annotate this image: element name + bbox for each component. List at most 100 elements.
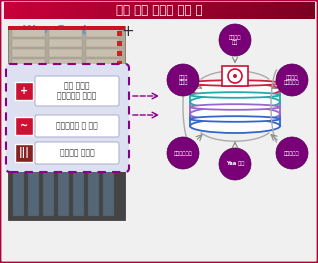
- Ellipse shape: [190, 95, 280, 109]
- Text: 목직 지향형
코히어런트 라우터: 목직 지향형 코히어런트 라우터: [57, 81, 97, 101]
- Ellipse shape: [190, 92, 280, 98]
- Bar: [49, 59, 82, 67]
- Bar: [4, 2, 8, 19]
- Text: 수신된
제어소: 수신된 제어소: [178, 75, 188, 85]
- Bar: [86, 29, 119, 37]
- Bar: [39, 2, 43, 19]
- Bar: [12, 59, 45, 67]
- Bar: [264, 2, 268, 19]
- Bar: [16, 2, 20, 19]
- FancyBboxPatch shape: [35, 76, 119, 106]
- Bar: [163, 2, 167, 19]
- Bar: [229, 2, 233, 19]
- Ellipse shape: [190, 80, 280, 86]
- Bar: [117, 31, 122, 36]
- Bar: [101, 2, 105, 19]
- Bar: [302, 2, 307, 19]
- Text: 가상네일성: 가상네일성: [284, 150, 300, 155]
- Bar: [140, 2, 144, 19]
- Circle shape: [276, 137, 308, 169]
- Bar: [159, 2, 163, 19]
- Text: 가상화된
오케스트라: 가상화된 오케스트라: [284, 75, 300, 85]
- Bar: [105, 2, 109, 19]
- Bar: [221, 2, 225, 19]
- Bar: [86, 39, 119, 47]
- Bar: [12, 2, 16, 19]
- Bar: [88, 172, 99, 216]
- Bar: [19, 2, 24, 19]
- Bar: [49, 39, 82, 47]
- Bar: [147, 2, 152, 19]
- Ellipse shape: [190, 107, 280, 121]
- Bar: [178, 2, 183, 19]
- Bar: [202, 2, 206, 19]
- Ellipse shape: [190, 119, 280, 133]
- Text: 최직화된 포토닉: 최직화된 포토닉: [60, 149, 94, 158]
- Bar: [35, 2, 39, 19]
- Text: 알람인트
기술: 알람인트 기술: [229, 35, 241, 45]
- Bar: [54, 2, 59, 19]
- Circle shape: [219, 148, 251, 180]
- Bar: [8, 71, 125, 74]
- Bar: [171, 2, 175, 19]
- Bar: [294, 2, 299, 19]
- Bar: [49, 29, 82, 37]
- Bar: [24, 2, 28, 19]
- Bar: [120, 2, 125, 19]
- Bar: [58, 172, 69, 216]
- Bar: [103, 172, 114, 216]
- Text: 코히어런트 광 기술: 코히어런트 광 기술: [56, 122, 98, 130]
- Bar: [51, 2, 55, 19]
- Bar: [12, 49, 45, 57]
- Bar: [85, 2, 90, 19]
- Bar: [12, 39, 45, 47]
- Bar: [109, 2, 113, 19]
- Ellipse shape: [190, 83, 280, 97]
- Bar: [233, 2, 237, 19]
- Circle shape: [233, 74, 237, 78]
- Bar: [271, 2, 276, 19]
- Bar: [15, 82, 33, 100]
- Bar: [8, 2, 12, 19]
- Bar: [132, 2, 136, 19]
- Bar: [190, 2, 194, 19]
- Bar: [151, 2, 156, 19]
- Text: 플로우시스템: 플로우시스템: [174, 150, 192, 155]
- Bar: [291, 2, 295, 19]
- Bar: [66, 2, 70, 19]
- Bar: [143, 2, 148, 19]
- Bar: [49, 49, 82, 57]
- Bar: [62, 2, 66, 19]
- Text: +: +: [20, 86, 28, 96]
- Bar: [310, 2, 315, 19]
- Circle shape: [167, 64, 199, 96]
- Bar: [117, 41, 122, 46]
- Bar: [287, 2, 291, 19]
- Bar: [15, 144, 33, 162]
- Bar: [240, 2, 245, 19]
- Text: ~: ~: [20, 121, 28, 131]
- Bar: [182, 2, 187, 19]
- Bar: [275, 2, 280, 19]
- Text: |||: |||: [18, 148, 30, 159]
- Circle shape: [276, 64, 308, 96]
- Bar: [306, 2, 311, 19]
- Bar: [267, 2, 272, 19]
- Bar: [279, 2, 284, 19]
- Bar: [27, 2, 31, 19]
- Bar: [283, 2, 287, 19]
- Bar: [74, 2, 78, 19]
- Bar: [15, 117, 33, 135]
- Bar: [81, 2, 86, 19]
- Bar: [237, 2, 241, 19]
- Bar: [13, 172, 24, 216]
- Bar: [256, 2, 260, 19]
- Bar: [43, 2, 47, 19]
- Bar: [155, 2, 160, 19]
- Circle shape: [228, 69, 242, 83]
- Circle shape: [167, 137, 199, 169]
- Bar: [78, 2, 82, 19]
- Bar: [198, 2, 202, 19]
- Text: WaveRouter: WaveRouter: [22, 24, 102, 38]
- Bar: [116, 2, 121, 19]
